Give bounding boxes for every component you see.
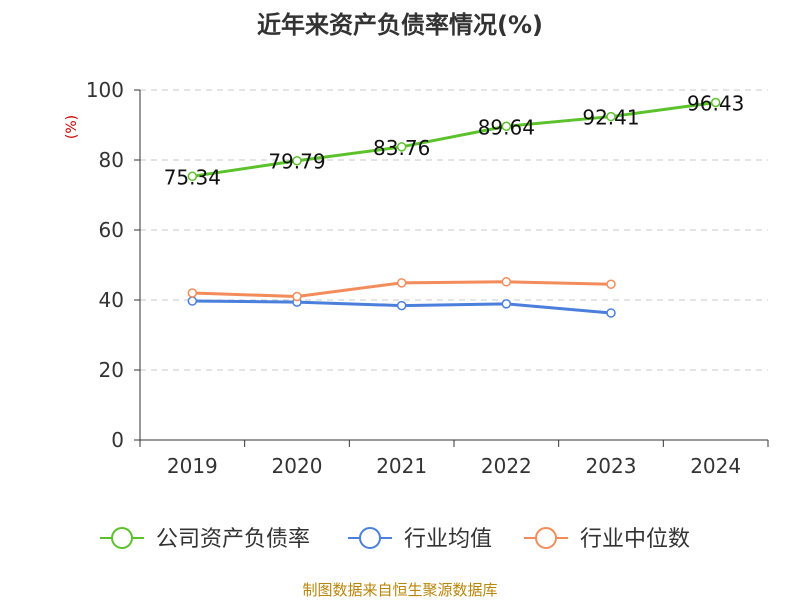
series-line-0: [192, 101, 716, 178]
series-0-point: [396, 142, 407, 152]
grid: [140, 89, 768, 371]
data-label: 89.64: [478, 115, 535, 139]
x-tick-label: 2019: [167, 454, 218, 478]
series-0-point: [606, 111, 616, 122]
x-tick-label: 2021: [376, 454, 427, 478]
x-tick-label: 2022: [481, 454, 532, 478]
legend: 公司资产负债率 行业均值 行业中位数: [100, 527, 690, 552]
y-tick-label: 0: [111, 428, 124, 452]
legend-swatch-marker: [535, 527, 557, 549]
data-label: 75.34: [164, 165, 221, 189]
series-2-point: [396, 278, 407, 288]
legend-label: 行业中位数: [580, 527, 690, 552]
legend-label: 行业均值: [404, 527, 492, 552]
series-2-point: [292, 291, 302, 302]
y-axis-label: (%): [64, 115, 80, 139]
chart-title: 近年来资产负债率情况(%): [257, 11, 543, 39]
legend-swatch-marker: [111, 527, 133, 549]
series-0-point: [292, 155, 302, 166]
x-tick-label: 2024: [690, 454, 741, 478]
x-tick-label: 2020: [272, 454, 323, 478]
series-2-point: [501, 277, 512, 287]
series-2-point: [187, 288, 198, 298]
series-0-point: [710, 97, 721, 108]
data-label: 83.76: [373, 136, 430, 160]
x-tick-label: 2023: [586, 454, 637, 478]
series-1-point: [606, 308, 616, 318]
legend-swatch-marker: [359, 527, 381, 549]
axes: 0 20 40 60 80 100 2019 2020 2021 2022 2023 2024: [86, 78, 769, 478]
data-label: 92.41: [582, 106, 639, 130]
y-tick-label: 100: [86, 78, 124, 102]
y-tick-label: 80: [99, 148, 124, 172]
series-1-point: [396, 300, 407, 311]
data-labels: 75.34 79.79 83.76 89.64 92.41 96.43: [164, 91, 745, 189]
source-note: 制图数据来自恒生聚源数据库: [302, 581, 497, 599]
series-1-point: [501, 299, 512, 309]
y-tick-label: 40: [99, 288, 124, 312]
series-0-point: [501, 121, 512, 132]
series-2-point: [606, 279, 616, 289]
legend-label: 公司资产负债率: [156, 527, 310, 552]
series-1-point: [187, 296, 198, 306]
series: [187, 97, 721, 318]
y-tick-label: 20: [99, 358, 124, 382]
data-label: 79.79: [268, 150, 325, 174]
series-0-point: [187, 171, 198, 182]
y-tick-label: 60: [99, 218, 124, 242]
data-label: 96.43: [687, 91, 744, 115]
